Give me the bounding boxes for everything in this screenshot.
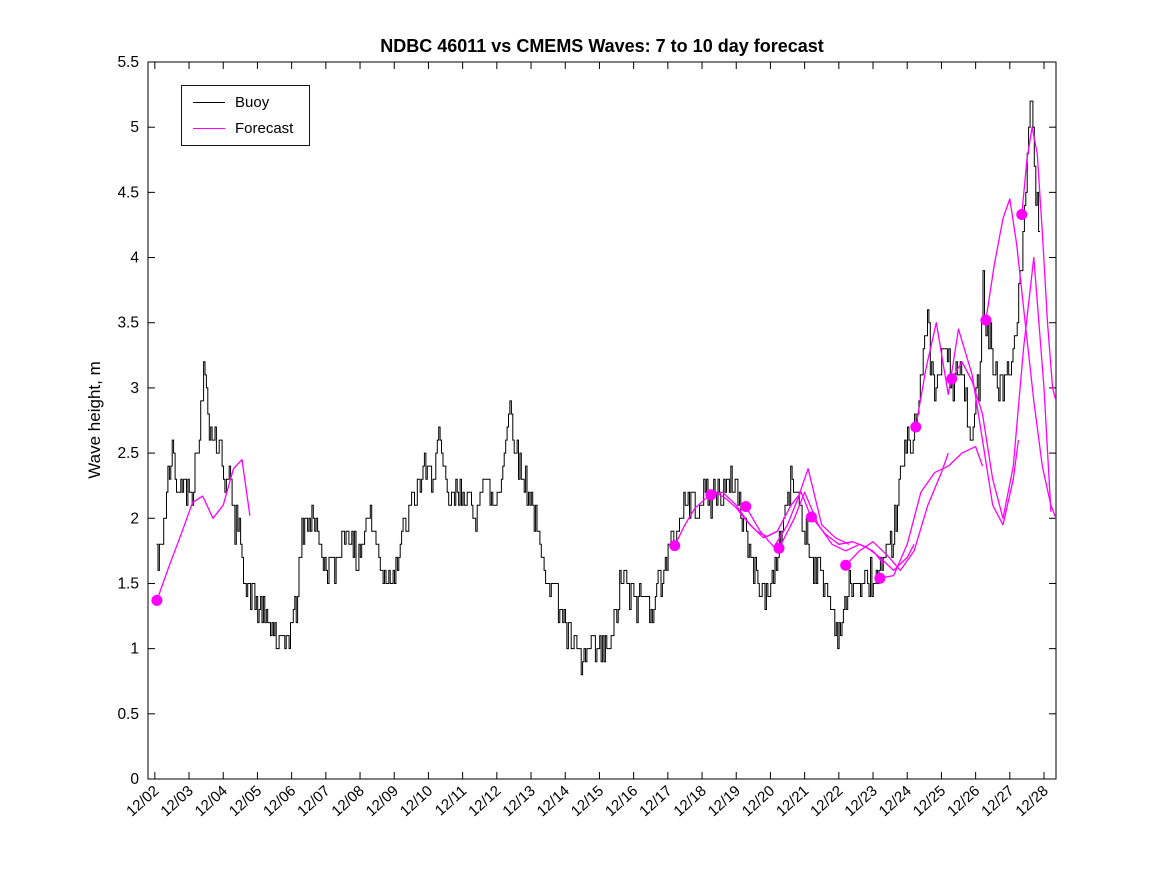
x-tick-label: 12/22 — [807, 782, 846, 820]
x-tick-label: 12/18 — [670, 782, 709, 820]
forecast-start-marker — [980, 314, 992, 326]
forecast-segment — [845, 452, 949, 572]
forecast-line-sample-icon — [193, 128, 225, 129]
x-tick-label: 12/11 — [432, 782, 470, 819]
x-tick-label: 12/06 — [260, 782, 299, 820]
x-tick-label: 12/17 — [636, 782, 675, 820]
y-tick-label: 1.5 — [117, 575, 139, 592]
y-tick-label: 3.5 — [117, 315, 139, 332]
forecast-segment — [985, 198, 1056, 519]
plot-box — [147, 61, 1057, 780]
y-tick-label: 2 — [130, 510, 139, 527]
x-tick-label: 12/12 — [465, 782, 504, 820]
y-tick-label: 0 — [130, 771, 139, 788]
y-tick-label: 4 — [130, 250, 139, 267]
forecast-segment — [745, 468, 850, 548]
forecast-start-marker — [910, 421, 922, 433]
forecast-segment — [915, 322, 1020, 526]
y-tick-label: 3 — [130, 380, 139, 397]
x-tick-label: 12/13 — [499, 782, 538, 820]
forecast-segment — [156, 458, 251, 601]
x-tick-label: 12/26 — [944, 782, 983, 820]
x-tick-label: 12/03 — [157, 782, 196, 820]
forecast-start-marker — [669, 540, 681, 552]
x-tick-label: 12/21 — [773, 782, 812, 820]
forecast-start-marker — [740, 501, 752, 512]
forecast-start-marker — [773, 542, 785, 554]
legend: Buoy Forecast — [181, 85, 311, 146]
y-tick-label: 5.5 — [117, 54, 139, 71]
forecast-start-marker — [705, 489, 717, 501]
x-tick-label: 12/20 — [739, 782, 778, 820]
forecast-start-marker — [840, 559, 852, 571]
chart-title: NDBC 46011 vs CMEMS Waves: 7 to 10 day f… — [380, 36, 824, 56]
x-tick-label: 12/16 — [602, 782, 641, 820]
forecast-segment — [674, 491, 778, 546]
legend-entry-buoy: Buoy — [193, 94, 293, 111]
x-tick-label: 12/24 — [876, 782, 915, 820]
forecast-start-marker — [806, 511, 817, 523]
y-tick-label: 0.5 — [117, 706, 139, 723]
y-tick-label: 5 — [130, 119, 139, 136]
x-tick-label: 12/08 — [328, 782, 367, 820]
forecast-segment — [951, 256, 1052, 519]
y-tick-label: 2.5 — [117, 445, 139, 462]
legend-label-buoy: Buoy — [235, 94, 270, 111]
forecast-segment — [1021, 126, 1056, 402]
plot-area — [151, 100, 1056, 676]
y-axis-label: Wave height, m — [85, 361, 104, 479]
forecast-start-marker — [946, 373, 958, 385]
x-tick-label: 12/19 — [705, 782, 744, 820]
forecast-start-marker — [151, 594, 163, 606]
y-tick-label: 1 — [130, 641, 139, 658]
legend-label-forecast: Forecast — [235, 120, 294, 137]
buoy-line-sample-icon — [193, 102, 225, 103]
x-tick-label: 12/07 — [294, 782, 333, 820]
forecast-start-marker — [1016, 209, 1028, 220]
x-tick-label: 12/27 — [978, 782, 1017, 820]
forecast-start-marker — [874, 572, 886, 584]
x-tick-label: 12/14 — [534, 782, 573, 820]
x-tick-label: 12/02 — [123, 782, 162, 820]
x-tick-label: 12/23 — [841, 782, 880, 820]
x-tick-label: 12/25 — [910, 782, 949, 820]
legend-entry-forecast: Forecast — [193, 120, 293, 137]
forecast-segment — [710, 491, 813, 539]
x-tick-label: 12/15 — [568, 782, 607, 820]
x-tick-label: 12/10 — [397, 782, 436, 820]
x-tick-label: 12/09 — [363, 782, 402, 820]
x-tick-label: 12/04 — [192, 782, 231, 820]
x-tick-label: 12/05 — [226, 782, 265, 820]
forecast-segment — [778, 491, 884, 565]
forecast-segment — [879, 445, 984, 579]
buoy-series-line — [156, 100, 1040, 676]
y-tick-label: 4.5 — [117, 184, 139, 201]
x-tick-label: 12/28 — [1012, 782, 1051, 820]
